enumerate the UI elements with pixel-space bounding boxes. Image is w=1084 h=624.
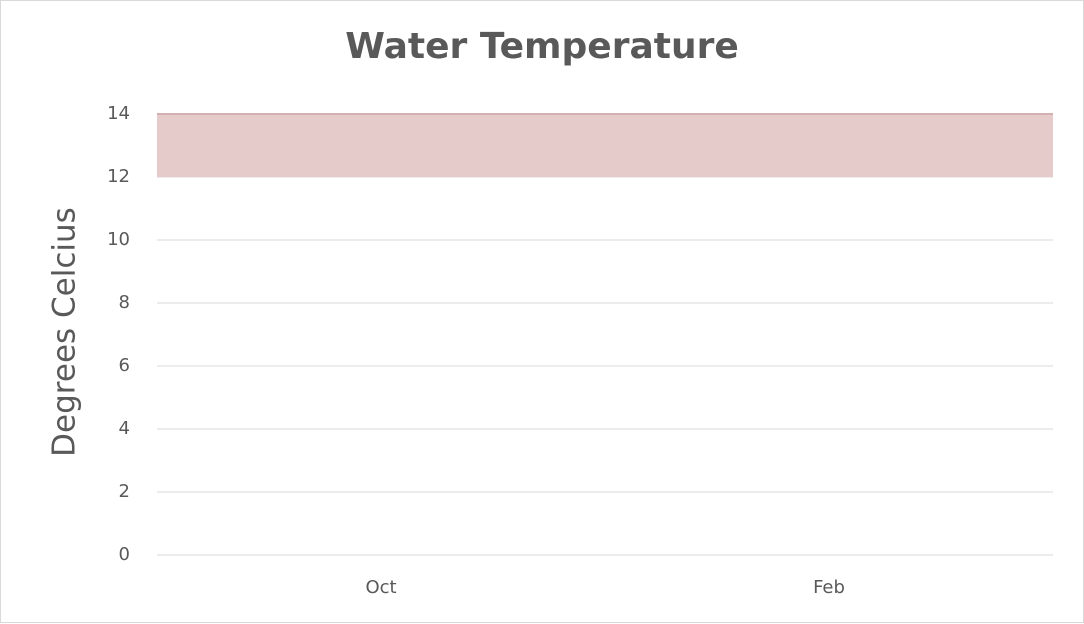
y-tick-label: 4	[119, 418, 130, 439]
x-tick-label: Oct	[365, 577, 396, 598]
y-tick-label: 0	[119, 544, 130, 565]
y-tick-label: 8	[119, 292, 130, 313]
y-axis-label: Degrees Celcius	[47, 207, 83, 457]
chart-title: Water Temperature	[345, 26, 739, 67]
y-tick-label: 10	[107, 229, 130, 250]
x-tick-label: Feb	[813, 577, 845, 598]
y-tick-label: 12	[107, 166, 130, 187]
y-tick-label: 2	[119, 481, 130, 502]
y-tick-label: 6	[119, 355, 130, 376]
area	[157, 114, 1053, 177]
y-tick-label: 14	[107, 103, 130, 124]
